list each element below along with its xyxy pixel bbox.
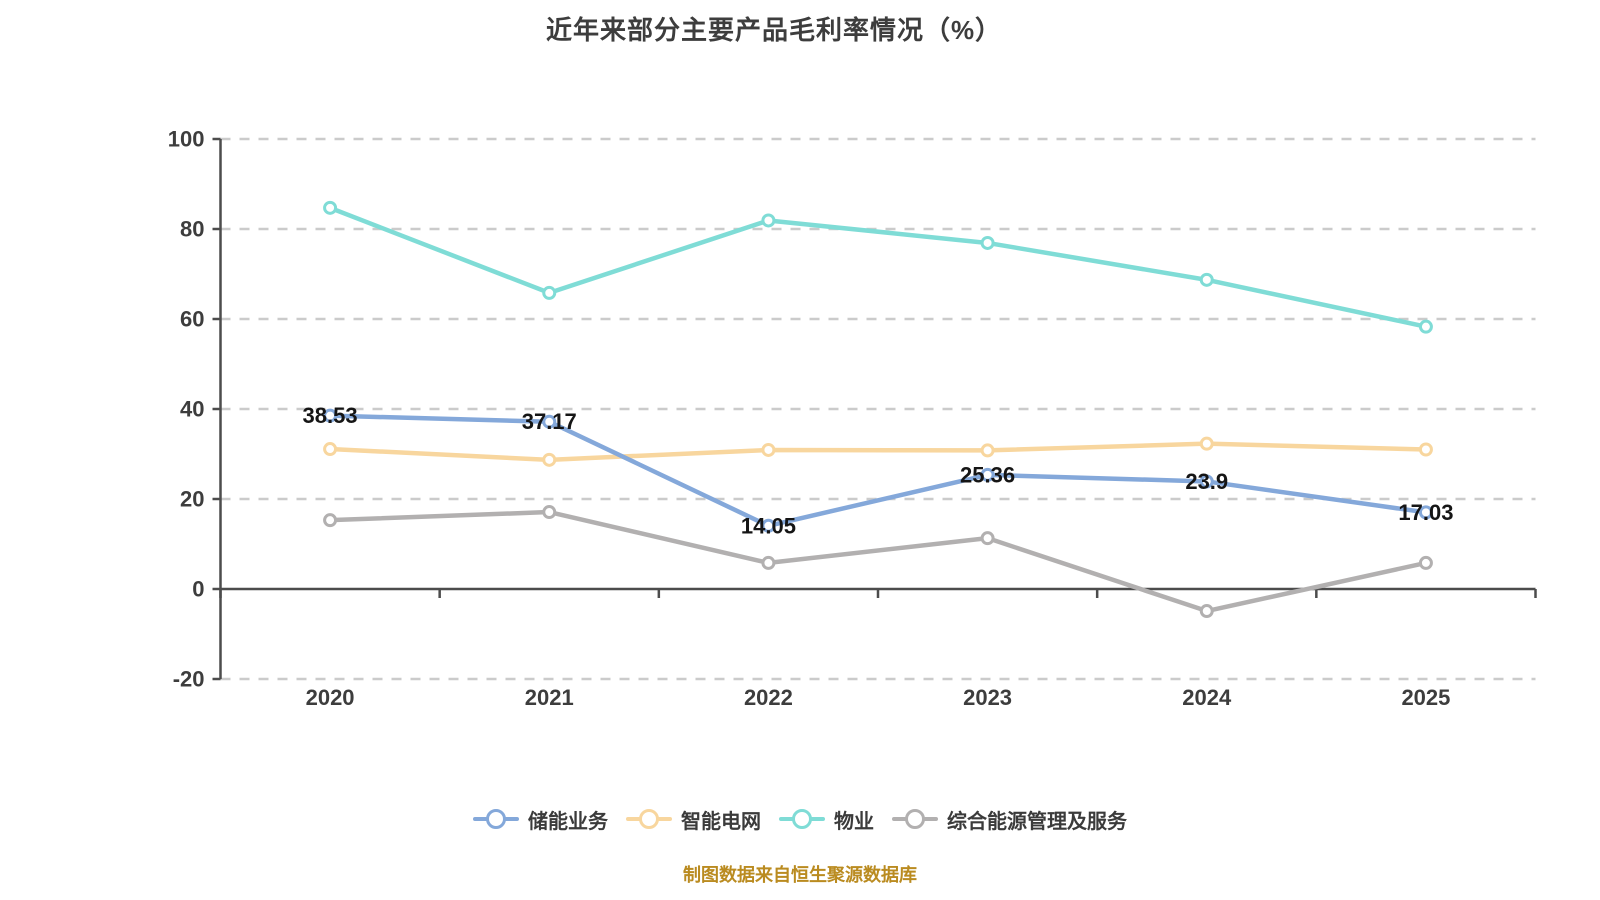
data-point-marker — [761, 555, 776, 570]
series-line-2 — [327, 205, 1429, 329]
data-point-marker — [980, 467, 995, 482]
x-axis-label: 2022 — [744, 685, 793, 710]
data-point-marker — [1418, 442, 1433, 457]
y-axis-label: 40 — [180, 397, 204, 422]
y-axis-label: 80 — [180, 217, 204, 242]
y-axis-label: 0 — [192, 577, 204, 602]
data-point-marker — [323, 200, 338, 215]
legend-item-0[interactable]: 储能业务 — [473, 805, 608, 834]
data-point-marker — [542, 505, 557, 520]
legend-label: 物业 — [834, 810, 874, 833]
data-point-marker — [761, 518, 776, 533]
data-point-marker — [542, 452, 557, 467]
legend-item-3[interactable]: 综合能源管理及服务 — [892, 805, 1127, 834]
data-point-label: 14.05 — [741, 513, 796, 538]
data-point-marker — [1199, 604, 1214, 619]
series-line-0 — [327, 413, 1429, 529]
chart-title: 近年来部分主要产品毛利率情况（%） — [545, 15, 1003, 45]
data-point-marker — [323, 442, 338, 457]
legend-item-2[interactable]: 物业 — [779, 805, 874, 834]
data-point-label: 37.17 — [522, 409, 577, 434]
data-point-marker — [323, 513, 338, 528]
x-axis-label: 2021 — [525, 685, 574, 710]
y-axis-label: -20 — [173, 667, 205, 692]
data-point-marker — [980, 443, 995, 458]
series-line-1 — [327, 441, 1429, 463]
data-point-marker — [980, 531, 995, 546]
data-point-marker — [761, 213, 776, 228]
series-line-3 — [327, 509, 1429, 614]
data-point-marker — [761, 442, 776, 457]
data-point-marker — [1418, 319, 1433, 334]
data-point-marker — [542, 414, 557, 429]
data-point-label: 17.03 — [1398, 500, 1453, 525]
data-point-marker — [1199, 436, 1214, 451]
chart-legend: 储能业务 智能电网 物业 综合能源管理及服务 — [0, 801, 1600, 837]
data-point-label: 25.36 — [960, 462, 1015, 487]
y-axis-label: 60 — [180, 307, 204, 332]
legend-line-marker-icon — [779, 809, 825, 829]
x-axis-label: 2020 — [306, 685, 355, 710]
data-point-marker — [1199, 272, 1214, 287]
data-point-label: 23.9 — [1185, 469, 1228, 494]
x-axis-label: 2023 — [963, 685, 1012, 710]
data-point-marker — [1418, 505, 1433, 520]
data-point-marker — [323, 408, 338, 423]
y-axis-label: 100 — [168, 127, 205, 152]
y-axis-label: 20 — [180, 487, 204, 512]
legend-line-marker-icon — [892, 809, 938, 829]
legend-label: 智能电网 — [681, 810, 761, 833]
legend-label: 综合能源管理及服务 — [947, 810, 1127, 833]
legend-label: 储能业务 — [528, 810, 608, 833]
data-point-marker — [1418, 555, 1433, 570]
x-axis-label: 2024 — [1182, 685, 1232, 710]
data-source-note: 制图数据来自恒生聚源数据库 — [683, 865, 917, 885]
data-point-marker — [542, 285, 557, 300]
x-axis-label: 2025 — [1401, 685, 1450, 710]
data-point-label: 38.53 — [303, 403, 358, 428]
data-point-marker — [980, 235, 995, 250]
legend-item-1[interactable]: 智能电网 — [626, 805, 761, 834]
legend-line-marker-icon — [473, 809, 519, 829]
data-point-marker — [1199, 474, 1214, 489]
legend-line-marker-icon — [626, 809, 672, 829]
